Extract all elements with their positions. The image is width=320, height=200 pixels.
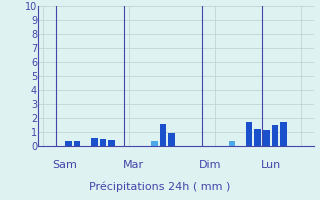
Bar: [168, 133, 175, 146]
Bar: [108, 140, 115, 146]
Bar: [246, 121, 252, 146]
Text: Mar: Mar: [123, 160, 144, 170]
Bar: [151, 141, 158, 146]
Bar: [160, 124, 166, 146]
Bar: [91, 138, 98, 146]
Bar: [74, 141, 80, 146]
Bar: [254, 129, 261, 146]
Bar: [280, 122, 287, 146]
Text: Dim: Dim: [199, 160, 222, 170]
Text: Sam: Sam: [52, 160, 76, 170]
Text: Précipitations 24h ( mm ): Précipitations 24h ( mm ): [89, 182, 231, 192]
Bar: [100, 139, 106, 146]
Bar: [229, 141, 235, 146]
Bar: [263, 130, 269, 146]
Bar: [272, 125, 278, 146]
Bar: [65, 141, 72, 146]
Text: Lun: Lun: [260, 160, 281, 170]
